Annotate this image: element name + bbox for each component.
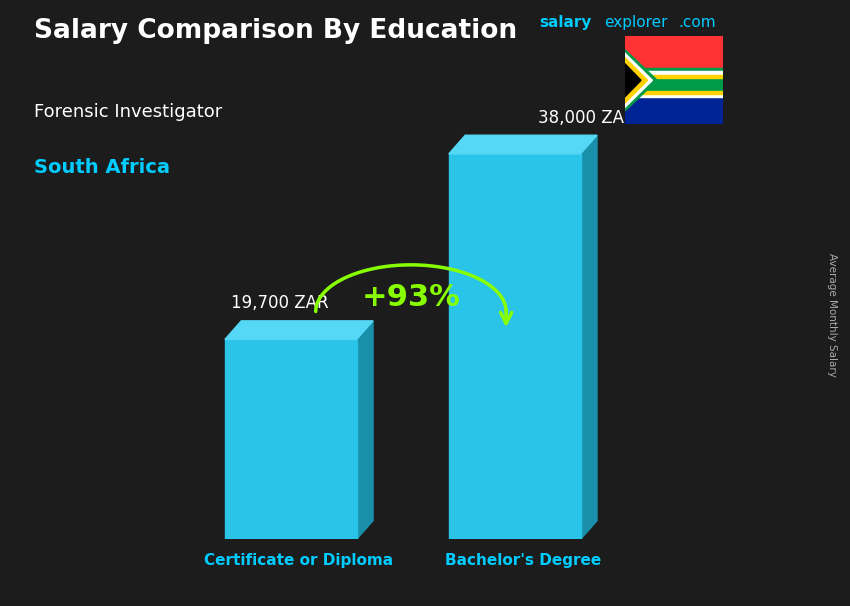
Bar [625, 91, 722, 94]
Bar [625, 93, 722, 96]
Polygon shape [625, 50, 657, 111]
Text: Average Monthly Salary: Average Monthly Salary [827, 253, 837, 377]
Bar [625, 71, 722, 75]
Text: Forensic Investigator: Forensic Investigator [34, 103, 222, 121]
Bar [449, 154, 581, 539]
Polygon shape [449, 135, 597, 154]
Text: 38,000 ZAR: 38,000 ZAR [538, 109, 635, 127]
Bar [625, 80, 722, 124]
Bar [625, 68, 722, 93]
Text: salary: salary [540, 15, 592, 30]
Polygon shape [224, 321, 373, 339]
Polygon shape [625, 64, 641, 97]
Text: explorer: explorer [604, 15, 668, 30]
Polygon shape [357, 321, 373, 539]
Text: South Africa: South Africa [34, 158, 170, 176]
Polygon shape [581, 135, 597, 539]
Bar [625, 75, 722, 78]
Text: Bachelor's Degree: Bachelor's Degree [445, 553, 601, 568]
Text: 19,700 ZAR: 19,700 ZAR [231, 295, 329, 313]
Text: +93%: +93% [361, 283, 461, 312]
Text: .com: .com [678, 15, 716, 30]
Text: Certificate or Diploma: Certificate or Diploma [204, 553, 394, 568]
Polygon shape [625, 53, 653, 107]
Bar [625, 36, 722, 80]
Text: Salary Comparison By Education: Salary Comparison By Education [34, 18, 517, 44]
Bar [224, 339, 357, 539]
Polygon shape [625, 58, 648, 103]
